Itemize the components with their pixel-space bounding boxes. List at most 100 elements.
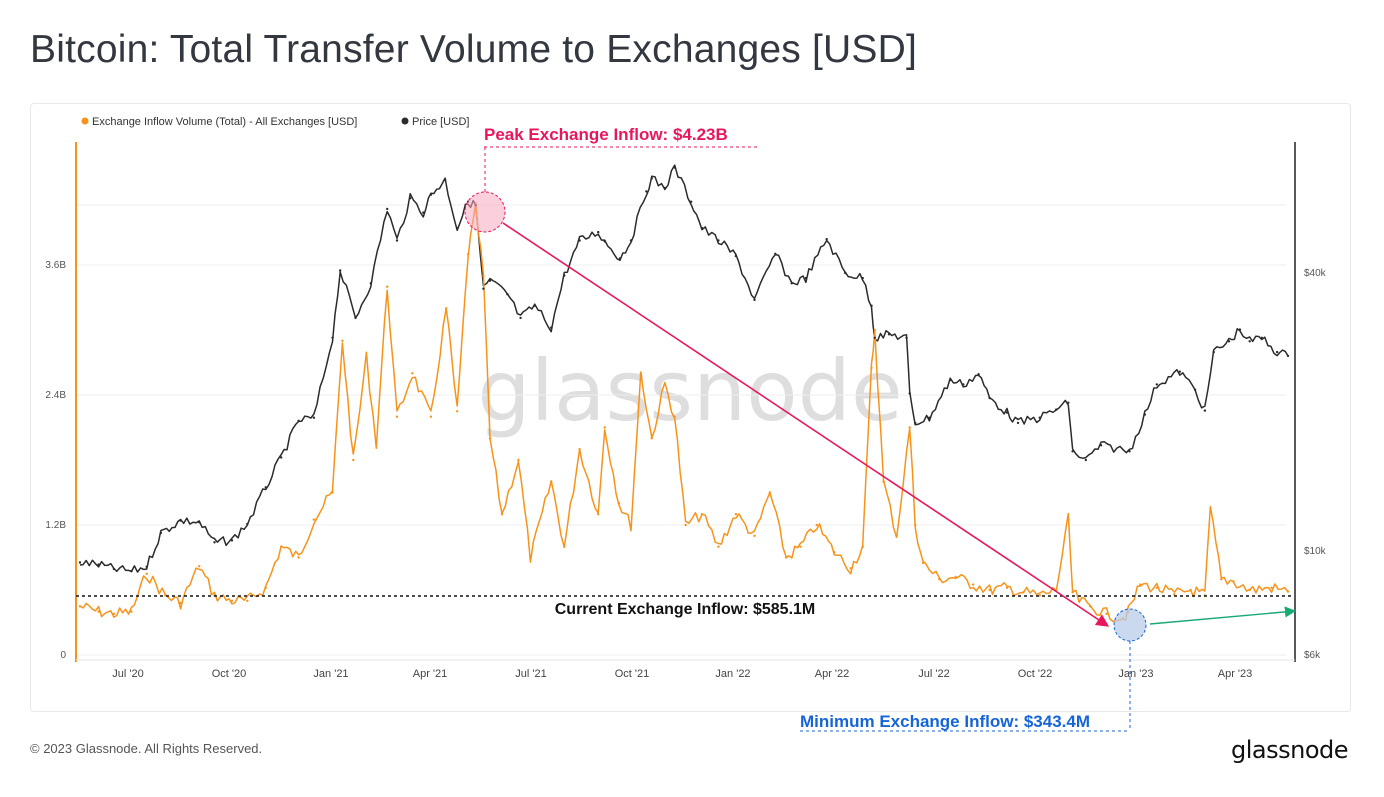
y-left-tick: 0 <box>60 650 66 661</box>
inflow-point <box>1078 599 1081 602</box>
inflow-point <box>873 328 876 332</box>
inflow-point <box>849 567 852 570</box>
x-tick: Apr '23 <box>1218 668 1253 680</box>
inflow-point <box>768 491 771 494</box>
min-to-current-arrow <box>1149 606 1297 625</box>
x-tick: Apr '21 <box>413 668 448 680</box>
inflow-point <box>550 480 553 483</box>
inflow-point <box>1209 507 1212 510</box>
inflow-point <box>921 561 925 565</box>
price-point <box>844 271 847 275</box>
price-point <box>962 383 965 386</box>
inflow-point <box>230 599 234 602</box>
price-point <box>790 282 793 285</box>
inflow-point <box>650 437 653 440</box>
legend-dot-inflow <box>81 117 89 125</box>
price-point <box>246 522 249 526</box>
inflow-point <box>673 415 676 418</box>
price-point <box>1128 450 1131 453</box>
price-point <box>1016 421 1020 425</box>
price-point <box>673 166 676 169</box>
inflow-point <box>395 415 399 418</box>
inflow-point <box>500 513 504 516</box>
inflow-point <box>785 556 788 559</box>
x-tick: Jan '21 <box>313 668 348 680</box>
price-point <box>230 539 234 542</box>
price-point <box>563 274 566 277</box>
price-point <box>264 486 267 489</box>
legend-label-inflow[interactable]: Exchange Inflow Volume (Total) - All Exc… <box>92 116 357 128</box>
inflow-point <box>411 372 414 375</box>
price-point <box>1099 444 1103 447</box>
inflow-point <box>145 572 148 575</box>
inflow-point <box>597 513 600 516</box>
price-point <box>1084 458 1088 462</box>
inflow-point <box>1022 591 1025 594</box>
x-tick: Jul '20 <box>112 668 143 680</box>
price-point <box>949 378 952 382</box>
inflow-point <box>341 339 344 342</box>
price-point <box>887 333 891 336</box>
inflow-point <box>517 458 520 462</box>
price-point <box>97 563 100 566</box>
inflow-point <box>164 594 167 597</box>
price-point <box>905 336 908 339</box>
inflow-point <box>861 545 864 548</box>
inflow-point <box>753 534 756 537</box>
inflow-point <box>198 565 201 568</box>
price-point <box>1038 416 1042 419</box>
price-point <box>1178 370 1182 373</box>
copyright-text: © 2023 Glassnode. All Rights Reserved. <box>30 741 263 756</box>
watermark: glassnode <box>477 342 902 440</box>
price-point <box>1275 350 1279 354</box>
price-point <box>908 392 911 395</box>
price-point <box>1055 408 1058 411</box>
inflow-point <box>488 437 492 440</box>
inflow-point <box>386 285 389 288</box>
inflow-point <box>529 556 532 559</box>
price-point <box>456 226 459 230</box>
inflow-point <box>1088 605 1092 608</box>
price-point <box>804 276 808 280</box>
x-tick: Jan '23 <box>1118 668 1153 680</box>
inflow-point <box>563 545 566 548</box>
legend-dot-price <box>401 117 409 125</box>
price-point <box>988 396 991 400</box>
x-tick: Jul '22 <box>918 668 949 680</box>
inflow-point <box>1189 588 1192 592</box>
price-point <box>386 207 389 211</box>
price-point <box>280 456 283 459</box>
price-point <box>130 569 133 573</box>
x-tick: Oct '22 <box>1018 668 1053 680</box>
price-point <box>603 240 606 243</box>
price-point <box>734 254 738 258</box>
inflow-point <box>700 513 704 516</box>
price-point <box>861 276 864 280</box>
price-point <box>977 373 980 376</box>
price-point <box>482 287 485 290</box>
price-point <box>578 239 581 242</box>
inflow-point <box>1071 591 1074 594</box>
inflow-point <box>815 523 818 527</box>
inflow-point <box>908 426 911 429</box>
inflow-point <box>1067 518 1070 521</box>
inflow-point <box>78 605 82 608</box>
legend-label-price[interactable]: Price [USD] <box>412 116 469 128</box>
price-point <box>1155 383 1159 386</box>
inflow-point <box>482 274 485 277</box>
price-point <box>331 336 334 339</box>
price-point <box>312 416 316 419</box>
x-tick: Oct '20 <box>212 668 247 680</box>
glassnode-logo[interactable]: glassnode <box>1230 736 1349 764</box>
peak-marker <box>464 191 506 233</box>
y-left-tick: 2.4B <box>45 390 66 401</box>
price-point <box>870 304 873 307</box>
price-point <box>1212 350 1215 354</box>
min-marker <box>1113 608 1147 642</box>
inflow-point <box>97 610 100 613</box>
price-point <box>213 541 216 544</box>
inflow-point <box>1232 580 1235 583</box>
price-point <box>1143 413 1147 416</box>
price-point <box>1248 340 1251 343</box>
